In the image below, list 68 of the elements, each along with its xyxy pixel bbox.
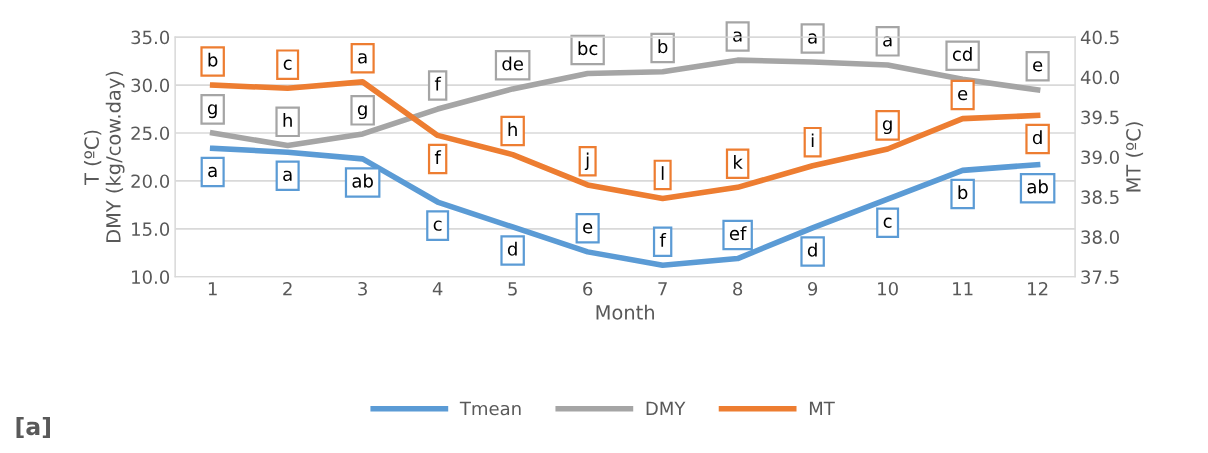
data-label: h: [283, 113, 292, 127]
y2-tick-label: 38.0: [1081, 230, 1119, 244]
data-label: g: [882, 120, 892, 135]
data-label: bc: [578, 41, 598, 56]
data-label: a: [283, 170, 292, 182]
y2-tick-label: 39.0: [1081, 150, 1119, 165]
data-label: c: [283, 59, 292, 70]
data-label: e: [958, 89, 968, 101]
data-label: g: [207, 104, 217, 119]
y2-tick-label: 40.5: [1080, 30, 1119, 45]
data-label: k: [734, 154, 743, 169]
data-label: l: [661, 166, 664, 180]
data-label: cd: [952, 46, 972, 61]
legend-label: Tmean: [459, 401, 521, 416]
data-label: b: [958, 185, 968, 200]
data-label: de: [502, 56, 523, 71]
y-tick-label: 10.0: [132, 270, 170, 284]
y2-tick-label: 39.5: [1081, 110, 1119, 125]
data-label: g: [357, 105, 367, 120]
y2-tick-label: 37.5: [1081, 270, 1119, 284]
x-tick-label: 5: [508, 282, 517, 296]
data-label: e: [1033, 61, 1043, 72]
y-tick-label: 30.0: [131, 78, 170, 93]
y-tick-label: 35.0: [131, 30, 170, 45]
data-label: a: [883, 36, 892, 47]
data-label: a: [208, 166, 217, 178]
x-tick-label: 4: [432, 282, 443, 296]
x-tick-label: 1: [208, 282, 217, 296]
data-label: j: [584, 152, 589, 171]
data-label: f: [434, 76, 442, 91]
data-label: ab: [1027, 179, 1048, 194]
data-label: d: [807, 242, 817, 257]
legend-label: MT: [809, 401, 835, 416]
y-tick-label: 20.0: [131, 174, 170, 189]
data-label: ef: [729, 226, 747, 241]
y-tick-label: 15.0: [132, 222, 170, 236]
data-label: d: [1032, 130, 1042, 145]
y2-axis-title: MT (ºC): [1125, 122, 1144, 192]
text: [a]: [16, 416, 50, 438]
x-tick-label: 7: [658, 282, 667, 296]
x-tick-label: 6: [583, 281, 593, 296]
data-label: a: [808, 33, 817, 44]
y-axis-title: T (ºC) DMY (kg/cow.day): [83, 71, 125, 242]
data-label: d: [507, 241, 517, 256]
data-label: b: [658, 39, 668, 54]
x-tick-label: 12: [1028, 281, 1048, 296]
y-tick-label: 25.0: [131, 126, 170, 141]
x-tick-label: 9: [808, 281, 818, 296]
x-tick-label: 8: [733, 281, 743, 296]
data-label: f: [434, 150, 442, 164]
data-label: h: [508, 122, 517, 136]
x-tick-label: 10: [878, 281, 898, 296]
data-label: a: [733, 31, 742, 42]
x-axis-title: Month: [596, 304, 654, 320]
x-tick-label: 2: [283, 281, 292, 296]
data-label: c: [883, 217, 892, 228]
y2-tick-label: 40.0: [1080, 70, 1119, 85]
data-label: ab: [352, 173, 373, 188]
y2-tick-label: 38.5: [1081, 190, 1119, 205]
data-label: i: [811, 133, 814, 148]
data-label: b: [208, 52, 218, 67]
data-label: c: [433, 220, 442, 231]
legend-label: DMY: [646, 401, 686, 416]
x-tick-label: 3: [358, 281, 367, 296]
data-label: a: [358, 53, 367, 64]
x-tick-label: 11: [953, 282, 973, 296]
data-label: f: [659, 232, 667, 247]
data-label: e: [583, 223, 593, 234]
